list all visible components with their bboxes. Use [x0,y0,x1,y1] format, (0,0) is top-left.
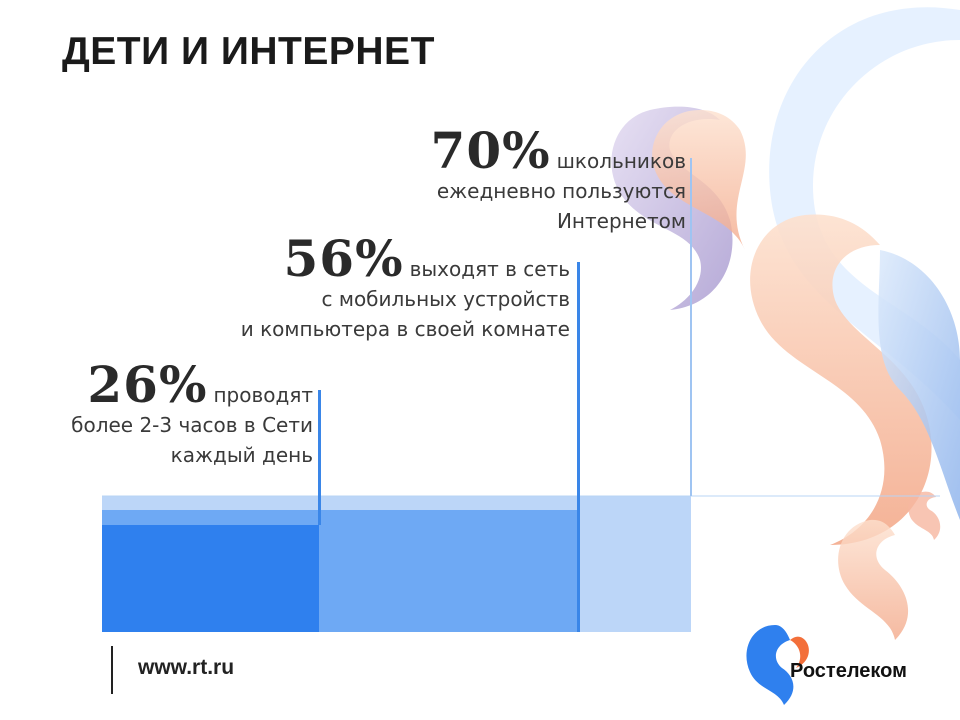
stat-text-line: каждый день [170,443,313,467]
connector-line-70 [690,158,692,496]
bar-26 [102,525,319,632]
stat-70: 70% школьников ежедневно пользуются Интер… [431,126,686,236]
stat-text-line: Интернетом [556,209,686,233]
logo-name: Ростелеком [790,660,907,682]
stat-percent: 26% [87,355,208,414]
footer-divider [111,646,113,694]
stat-text-line: ежедневно пользуются [436,179,686,203]
footer-url-link[interactable]: www.rt.ru [138,656,235,679]
stat-text-line: и компьютера в своей комнате [240,317,570,341]
stat-lead: выходят в сеть [409,257,570,281]
stat-lead: школьников [556,149,686,173]
stat-text-line: с мобильных устройств [321,287,571,311]
stat-lead: проводят [213,383,313,407]
connector-line-56 [577,262,580,632]
stat-26: 26% проводят более 2-3 часов в Сети кажды… [71,360,313,470]
stat-percent: 70% [430,121,551,180]
stat-percent: 56% [283,229,404,288]
page-title: ДЕТИ И ИНТЕРНЕТ [62,30,435,73]
connector-line-26 [318,390,321,525]
stat-text-line: более 2-3 часов в Сети [71,413,313,437]
rostelecom-logo-icon [746,625,809,705]
stat-56: 56% выходят в сеть с мобильных устройств … [241,234,570,344]
